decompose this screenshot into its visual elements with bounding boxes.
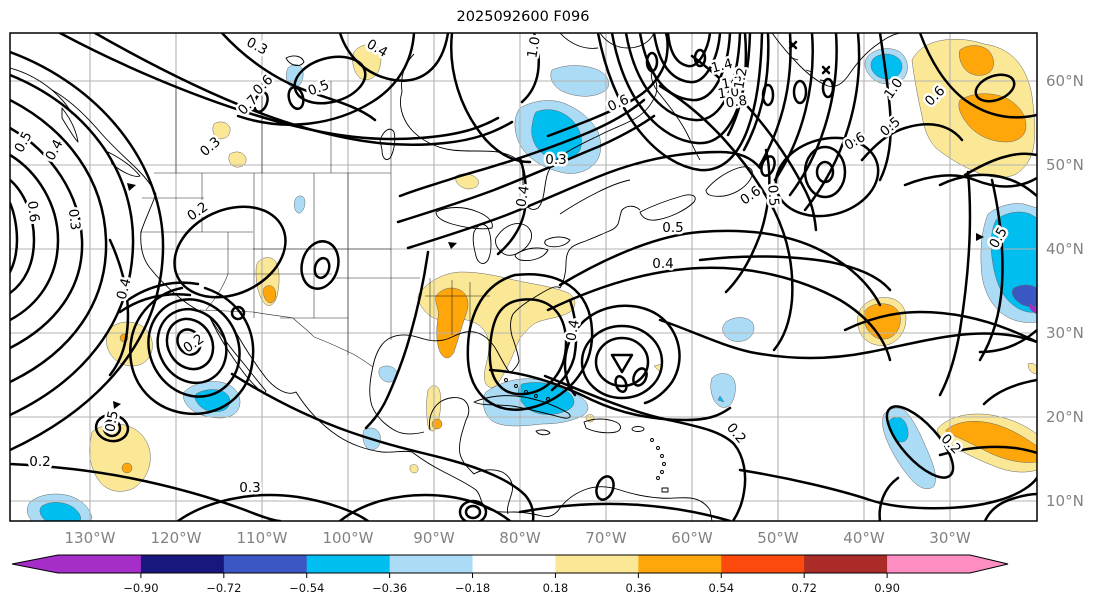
latitude-label: 40°N <box>1046 240 1084 258</box>
contour-label: 0.5 <box>764 184 782 207</box>
colorbar-segment <box>804 555 888 573</box>
latitude-label: 20°N <box>1046 408 1084 426</box>
colorbar: −0.90 −0.72 −0.54 −0.36 −0.18 0.18 0.36 0.54 0.7… <box>11 554 1009 595</box>
colorbar-tick-label: 0.54 <box>708 581 734 595</box>
contour-label: 0.3 <box>545 152 566 168</box>
colorbar-segment <box>58 555 142 573</box>
colorbar-segment <box>223 555 308 573</box>
latitude-label: 10°N <box>1046 492 1084 510</box>
colorbar-right-arrow <box>970 555 1008 573</box>
latitude-label: 50°N <box>1046 156 1084 174</box>
contour-label: 0.5 <box>662 220 683 236</box>
colorbar-tick-label: 0.18 <box>543 581 569 595</box>
longitude-label: 110°W <box>237 529 288 547</box>
longitude-label: 100°W <box>323 529 374 547</box>
longitude-label: 50°W <box>757 529 799 547</box>
colorbar-segment <box>638 555 722 573</box>
colorbar-tick-label: 0.72 <box>791 581 817 595</box>
colorbar-left-arrow <box>12 555 58 573</box>
colorbar-outline <box>11 554 1009 574</box>
latitude-label: 60°N <box>1046 72 1084 90</box>
colorbar-tick-label: 0.90 <box>874 581 900 595</box>
colorbar-tick-label: −0.18 <box>455 581 490 595</box>
longitude-label: 40°W <box>843 529 885 547</box>
latitude-label: 30°N <box>1046 324 1084 342</box>
figure-title: 2025092600 F096 <box>457 9 590 25</box>
contour-markers <box>113 183 984 409</box>
colorbar-segment <box>887 555 971 573</box>
colorbar-segment <box>140 555 225 573</box>
longitude-label: 120°W <box>151 529 202 547</box>
colorbar-tick-label: −0.54 <box>289 581 324 595</box>
colorbar-tick-label: −0.36 <box>372 581 407 595</box>
colorbar-segment <box>389 555 474 573</box>
contour-label: 0.2 <box>29 454 50 470</box>
colorbar-tick-label: 0.36 <box>626 581 652 595</box>
contour-label: 0.3 <box>65 208 83 231</box>
contour-label: 0.6 <box>24 200 42 223</box>
longitude-label: 130°W <box>65 529 116 547</box>
longitude-label: 80°W <box>499 529 541 547</box>
colorbar-tick-label: −0.72 <box>206 581 241 595</box>
longitude-label: 70°W <box>585 529 627 547</box>
colorbar-segment <box>306 555 391 573</box>
longitude-label: 60°W <box>671 529 713 547</box>
contour-label: 0.8 <box>725 93 749 112</box>
contour-label: 1.0 <box>717 84 741 103</box>
longitude-label: 90°W <box>413 529 455 547</box>
map-frame <box>9 32 1038 522</box>
contour-label: 0.3 <box>239 480 260 496</box>
latitude-axis-labels: 10°N 20°N 30°N 40°N 50°N 60°N <box>1046 72 1084 510</box>
colorbar-tick-label: −0.90 <box>123 581 158 595</box>
negative-strong-shading <box>1012 284 1037 315</box>
contour-label: 0.4 <box>652 256 673 272</box>
colorbar-segment <box>721 555 805 573</box>
longitude-axis-labels: 130°W 120°W 110°W 100°W 90°W 80°W 70°W 60°W 50°W… <box>65 529 971 547</box>
longitude-label: 30°W <box>929 529 971 547</box>
colorbar-segment <box>555 555 639 573</box>
contour-lines <box>10 33 1037 521</box>
colorbar-segment <box>472 555 556 573</box>
